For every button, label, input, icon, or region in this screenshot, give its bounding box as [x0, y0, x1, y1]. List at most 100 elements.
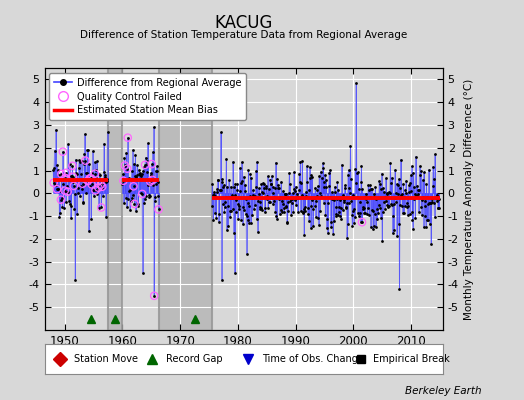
Point	[402, 177, 410, 184]
Point	[394, 182, 402, 188]
Point	[435, 204, 444, 211]
Point	[227, 192, 236, 198]
Point	[406, 180, 414, 187]
Point	[250, 202, 259, 208]
Point	[236, 165, 244, 171]
Point	[419, 176, 427, 183]
Point	[61, 175, 69, 181]
Point	[241, 182, 249, 188]
Point	[400, 210, 408, 216]
Point	[264, 173, 272, 180]
Point	[215, 211, 223, 218]
Point	[133, 172, 141, 178]
Point	[250, 194, 258, 200]
Point	[235, 203, 243, 210]
Point	[392, 199, 400, 205]
Point	[127, 198, 135, 204]
Point	[407, 163, 416, 170]
Point	[210, 188, 219, 195]
Point	[325, 170, 333, 176]
Point	[373, 206, 381, 213]
Point	[155, 206, 163, 213]
Point	[290, 197, 299, 203]
Point	[278, 201, 287, 207]
Point	[356, 219, 365, 225]
Point	[289, 186, 298, 193]
Point	[72, 211, 81, 218]
Point	[313, 183, 322, 189]
Point	[136, 170, 145, 176]
Point	[216, 186, 225, 193]
Point	[253, 159, 261, 165]
Point	[229, 158, 237, 165]
Point	[147, 172, 156, 178]
Point	[363, 211, 372, 217]
Point	[332, 204, 340, 210]
Point	[416, 163, 424, 169]
Point	[97, 185, 106, 192]
Point	[428, 199, 436, 206]
Point	[67, 173, 75, 179]
Point	[280, 191, 289, 197]
Point	[347, 197, 356, 204]
Point	[264, 205, 272, 212]
Point	[101, 174, 109, 180]
Point	[89, 148, 97, 155]
Point	[305, 164, 314, 170]
Point	[424, 166, 433, 173]
Point	[151, 198, 159, 204]
Point	[54, 186, 62, 192]
Point	[145, 194, 154, 200]
Point	[336, 197, 344, 203]
Point	[330, 218, 339, 224]
Point	[293, 194, 302, 200]
Point	[423, 217, 432, 224]
Point	[334, 212, 342, 218]
Point	[130, 201, 139, 207]
Point	[211, 192, 220, 199]
Point	[99, 180, 107, 186]
Point	[331, 211, 340, 218]
Point	[369, 223, 378, 229]
Point	[222, 156, 231, 162]
Point	[344, 172, 352, 178]
Point	[219, 179, 227, 185]
Point	[219, 184, 227, 190]
Point	[332, 213, 341, 220]
Point	[376, 181, 385, 187]
Point	[352, 180, 360, 186]
Point	[319, 160, 327, 166]
Point	[78, 186, 86, 192]
Point	[288, 200, 297, 206]
Point	[49, 167, 58, 174]
Point	[129, 192, 137, 198]
Point	[301, 192, 310, 199]
Point	[84, 228, 93, 234]
Point	[262, 185, 270, 191]
Point	[283, 207, 292, 214]
Point	[61, 188, 69, 194]
Point	[129, 183, 138, 190]
Point	[394, 191, 402, 198]
Point	[413, 187, 422, 193]
Point	[292, 191, 301, 198]
Point	[367, 206, 376, 213]
Point	[329, 196, 337, 202]
Point	[231, 270, 239, 276]
Point	[63, 188, 72, 195]
Point	[98, 184, 106, 190]
Point	[415, 187, 423, 194]
Point	[154, 193, 162, 200]
Point	[286, 180, 294, 187]
Point	[271, 209, 280, 216]
Point	[431, 151, 439, 158]
Point	[133, 162, 141, 168]
Point	[322, 177, 331, 184]
Point	[354, 169, 362, 176]
Point	[90, 187, 99, 193]
Point	[355, 198, 364, 205]
Point	[239, 203, 247, 210]
Point	[397, 192, 406, 198]
Point	[375, 178, 384, 184]
Point	[374, 210, 383, 216]
